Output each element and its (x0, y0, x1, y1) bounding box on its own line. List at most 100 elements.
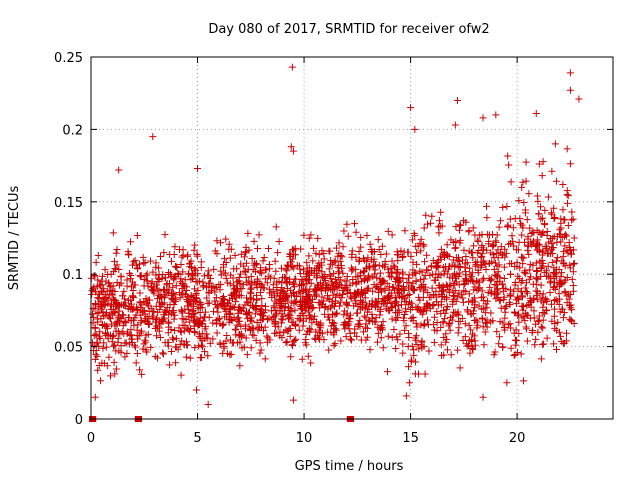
data-point (534, 240, 542, 248)
data-point (537, 355, 545, 363)
data-point (438, 287, 446, 295)
data-point (162, 309, 170, 317)
data-point (94, 294, 102, 302)
data-point (453, 270, 461, 278)
data-point (378, 242, 386, 250)
data-point (271, 329, 279, 337)
data-point (409, 258, 417, 266)
data-point (296, 262, 304, 270)
data-point (417, 308, 425, 316)
data-point (395, 278, 403, 286)
data-point (291, 297, 299, 305)
data-point (228, 339, 236, 347)
data-point (256, 280, 264, 288)
data-point (296, 270, 304, 278)
data-point (151, 325, 159, 333)
data-point (253, 305, 261, 313)
data-point (318, 301, 326, 309)
y-axis-label: SRMTID / TECUs (7, 186, 22, 291)
data-point (422, 211, 430, 219)
plot-frame (90, 56, 614, 420)
axis-ticks: 0 0.05 0.1 0.15 0.2 0.25 0 5 10 15 20 (54, 51, 613, 446)
data-point (377, 334, 385, 342)
data-point (413, 260, 421, 268)
data-point (115, 347, 123, 355)
data-point (177, 371, 185, 379)
data-point (273, 292, 281, 300)
data-point (440, 333, 448, 341)
data-point (523, 301, 531, 309)
data-point (467, 326, 475, 334)
data-point (124, 328, 132, 336)
data-point (213, 329, 221, 337)
data-point (283, 338, 291, 346)
data-point (511, 336, 519, 344)
data-point (99, 288, 107, 296)
data-point (482, 266, 490, 274)
data-point (116, 301, 124, 309)
data-point (329, 318, 337, 326)
data-point (348, 253, 356, 261)
data-point (136, 260, 144, 268)
data-point (177, 275, 185, 283)
data-point (88, 310, 96, 318)
data-point (400, 314, 408, 322)
data-point (463, 306, 471, 314)
data-point (381, 258, 389, 266)
data-point (433, 319, 441, 327)
data-point (92, 346, 100, 354)
data-point (138, 327, 146, 335)
data-point (504, 223, 512, 231)
data-point (440, 293, 448, 301)
data-point (483, 319, 491, 327)
data-point (532, 320, 540, 328)
data-point (480, 257, 488, 265)
data-point (450, 293, 458, 301)
data-point (223, 332, 231, 340)
data-point (238, 332, 246, 340)
data-point (499, 319, 507, 327)
data-point (289, 289, 297, 297)
data-point (103, 322, 111, 330)
data-point (248, 254, 256, 262)
data-point (222, 337, 230, 345)
data-point (196, 277, 204, 285)
data-point (217, 239, 225, 247)
data-point (181, 291, 189, 299)
data-point (519, 178, 527, 186)
data-point (381, 286, 389, 294)
data-point (570, 319, 578, 327)
data-point (476, 284, 484, 292)
data-point (517, 350, 525, 358)
data-point (354, 278, 362, 286)
data-point (148, 279, 156, 287)
data-point (456, 269, 464, 277)
data-point (251, 261, 259, 269)
data-point (204, 401, 212, 409)
data-point (446, 314, 454, 322)
data-point (351, 292, 359, 300)
data-point (452, 253, 460, 261)
data-point (570, 234, 578, 242)
data-point (230, 281, 238, 289)
x-tick-label: 0 (87, 431, 95, 446)
data-point (377, 280, 385, 288)
data-point (479, 114, 487, 122)
data-point (337, 337, 345, 345)
data-point (374, 329, 382, 337)
data-point (372, 298, 380, 306)
data-point (240, 253, 248, 261)
data-point (451, 287, 459, 295)
data-point (507, 324, 515, 332)
data-point (469, 330, 477, 338)
data-point (111, 341, 119, 349)
data-point (133, 265, 141, 273)
data-point (538, 294, 546, 302)
data-point (303, 288, 311, 296)
data-point (235, 314, 243, 322)
data-point (247, 344, 255, 352)
data-point (184, 251, 192, 259)
data-point (470, 278, 478, 286)
data-point (468, 248, 476, 256)
data-point (532, 109, 540, 117)
